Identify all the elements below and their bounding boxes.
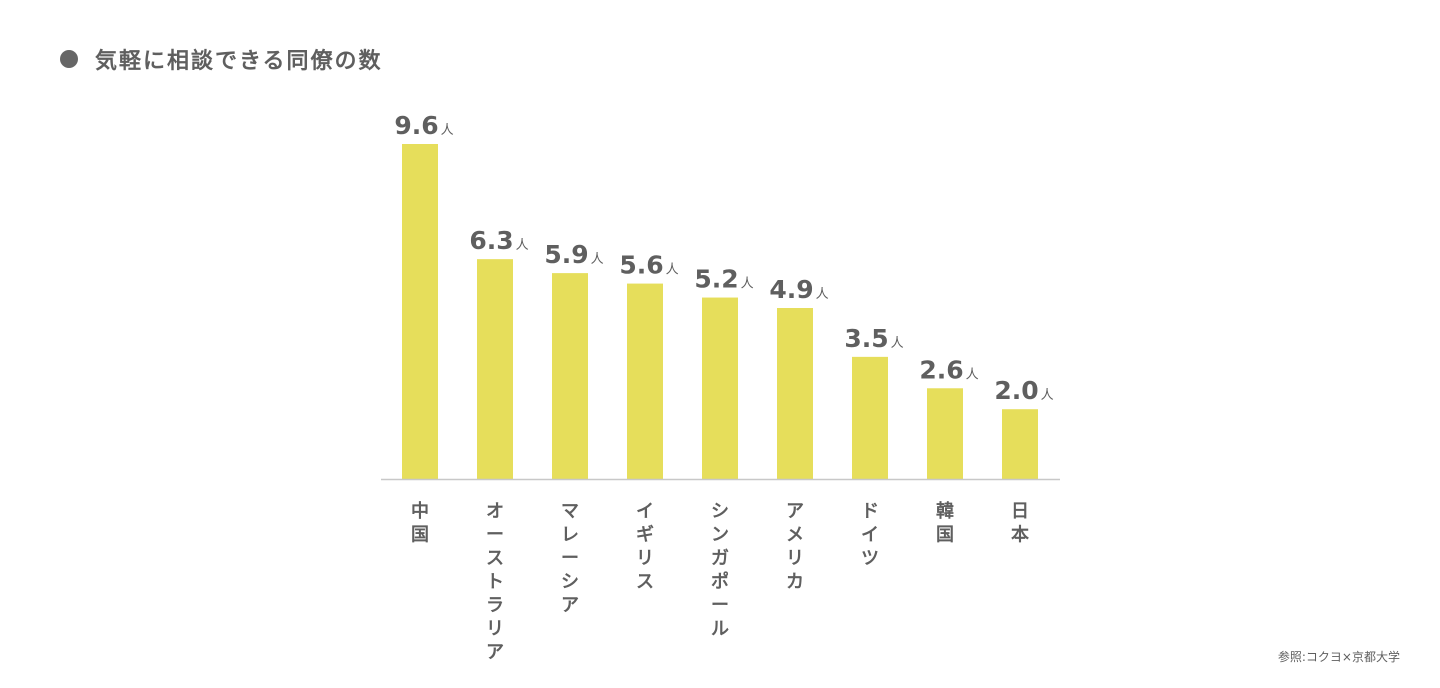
bar-1	[477, 259, 513, 479]
category-label-1: オーストラリア	[486, 501, 504, 663]
category-label-7: 韓国	[936, 500, 954, 546]
chart-header: 気軽に相談できる同僚の数	[60, 44, 383, 74]
chart-title: 気軽に相談できる同僚の数	[95, 49, 383, 74]
category-label-6: ドイツ	[861, 501, 879, 569]
value-label-8: 2.0 人	[994, 376, 1053, 405]
value-label-6: 3.5 人	[844, 324, 903, 353]
bar-4	[702, 297, 738, 479]
bar-5	[777, 308, 813, 479]
category-label-5: アメリカ	[786, 501, 804, 593]
value-label-2: 5.9 人	[544, 240, 603, 269]
value-label-3: 5.6 人	[619, 251, 678, 280]
bar-7	[927, 388, 963, 479]
category-label-0: 中国	[411, 500, 429, 546]
value-label-0: 9.6 人	[394, 111, 453, 140]
value-label-5: 4.9 人	[769, 275, 828, 304]
bullet-icon	[60, 50, 78, 68]
value-label-1: 6.3 人	[469, 226, 528, 255]
bar-8	[1002, 409, 1038, 479]
category-label-4: シンガポール	[711, 501, 729, 640]
value-label-7: 2.6 人	[919, 355, 978, 384]
category-label-3: イギリス	[636, 501, 654, 593]
bar-0	[402, 144, 438, 479]
source-note: 参照:コクヨ×京都大学	[1277, 650, 1400, 664]
value-label-4: 5.2 人	[694, 265, 753, 294]
bar-6	[852, 356, 888, 479]
bar-2	[552, 273, 588, 479]
category-label-2: マレーシア	[561, 501, 579, 616]
category-label-8: 日本	[1011, 501, 1029, 546]
bar-3	[627, 283, 663, 479]
